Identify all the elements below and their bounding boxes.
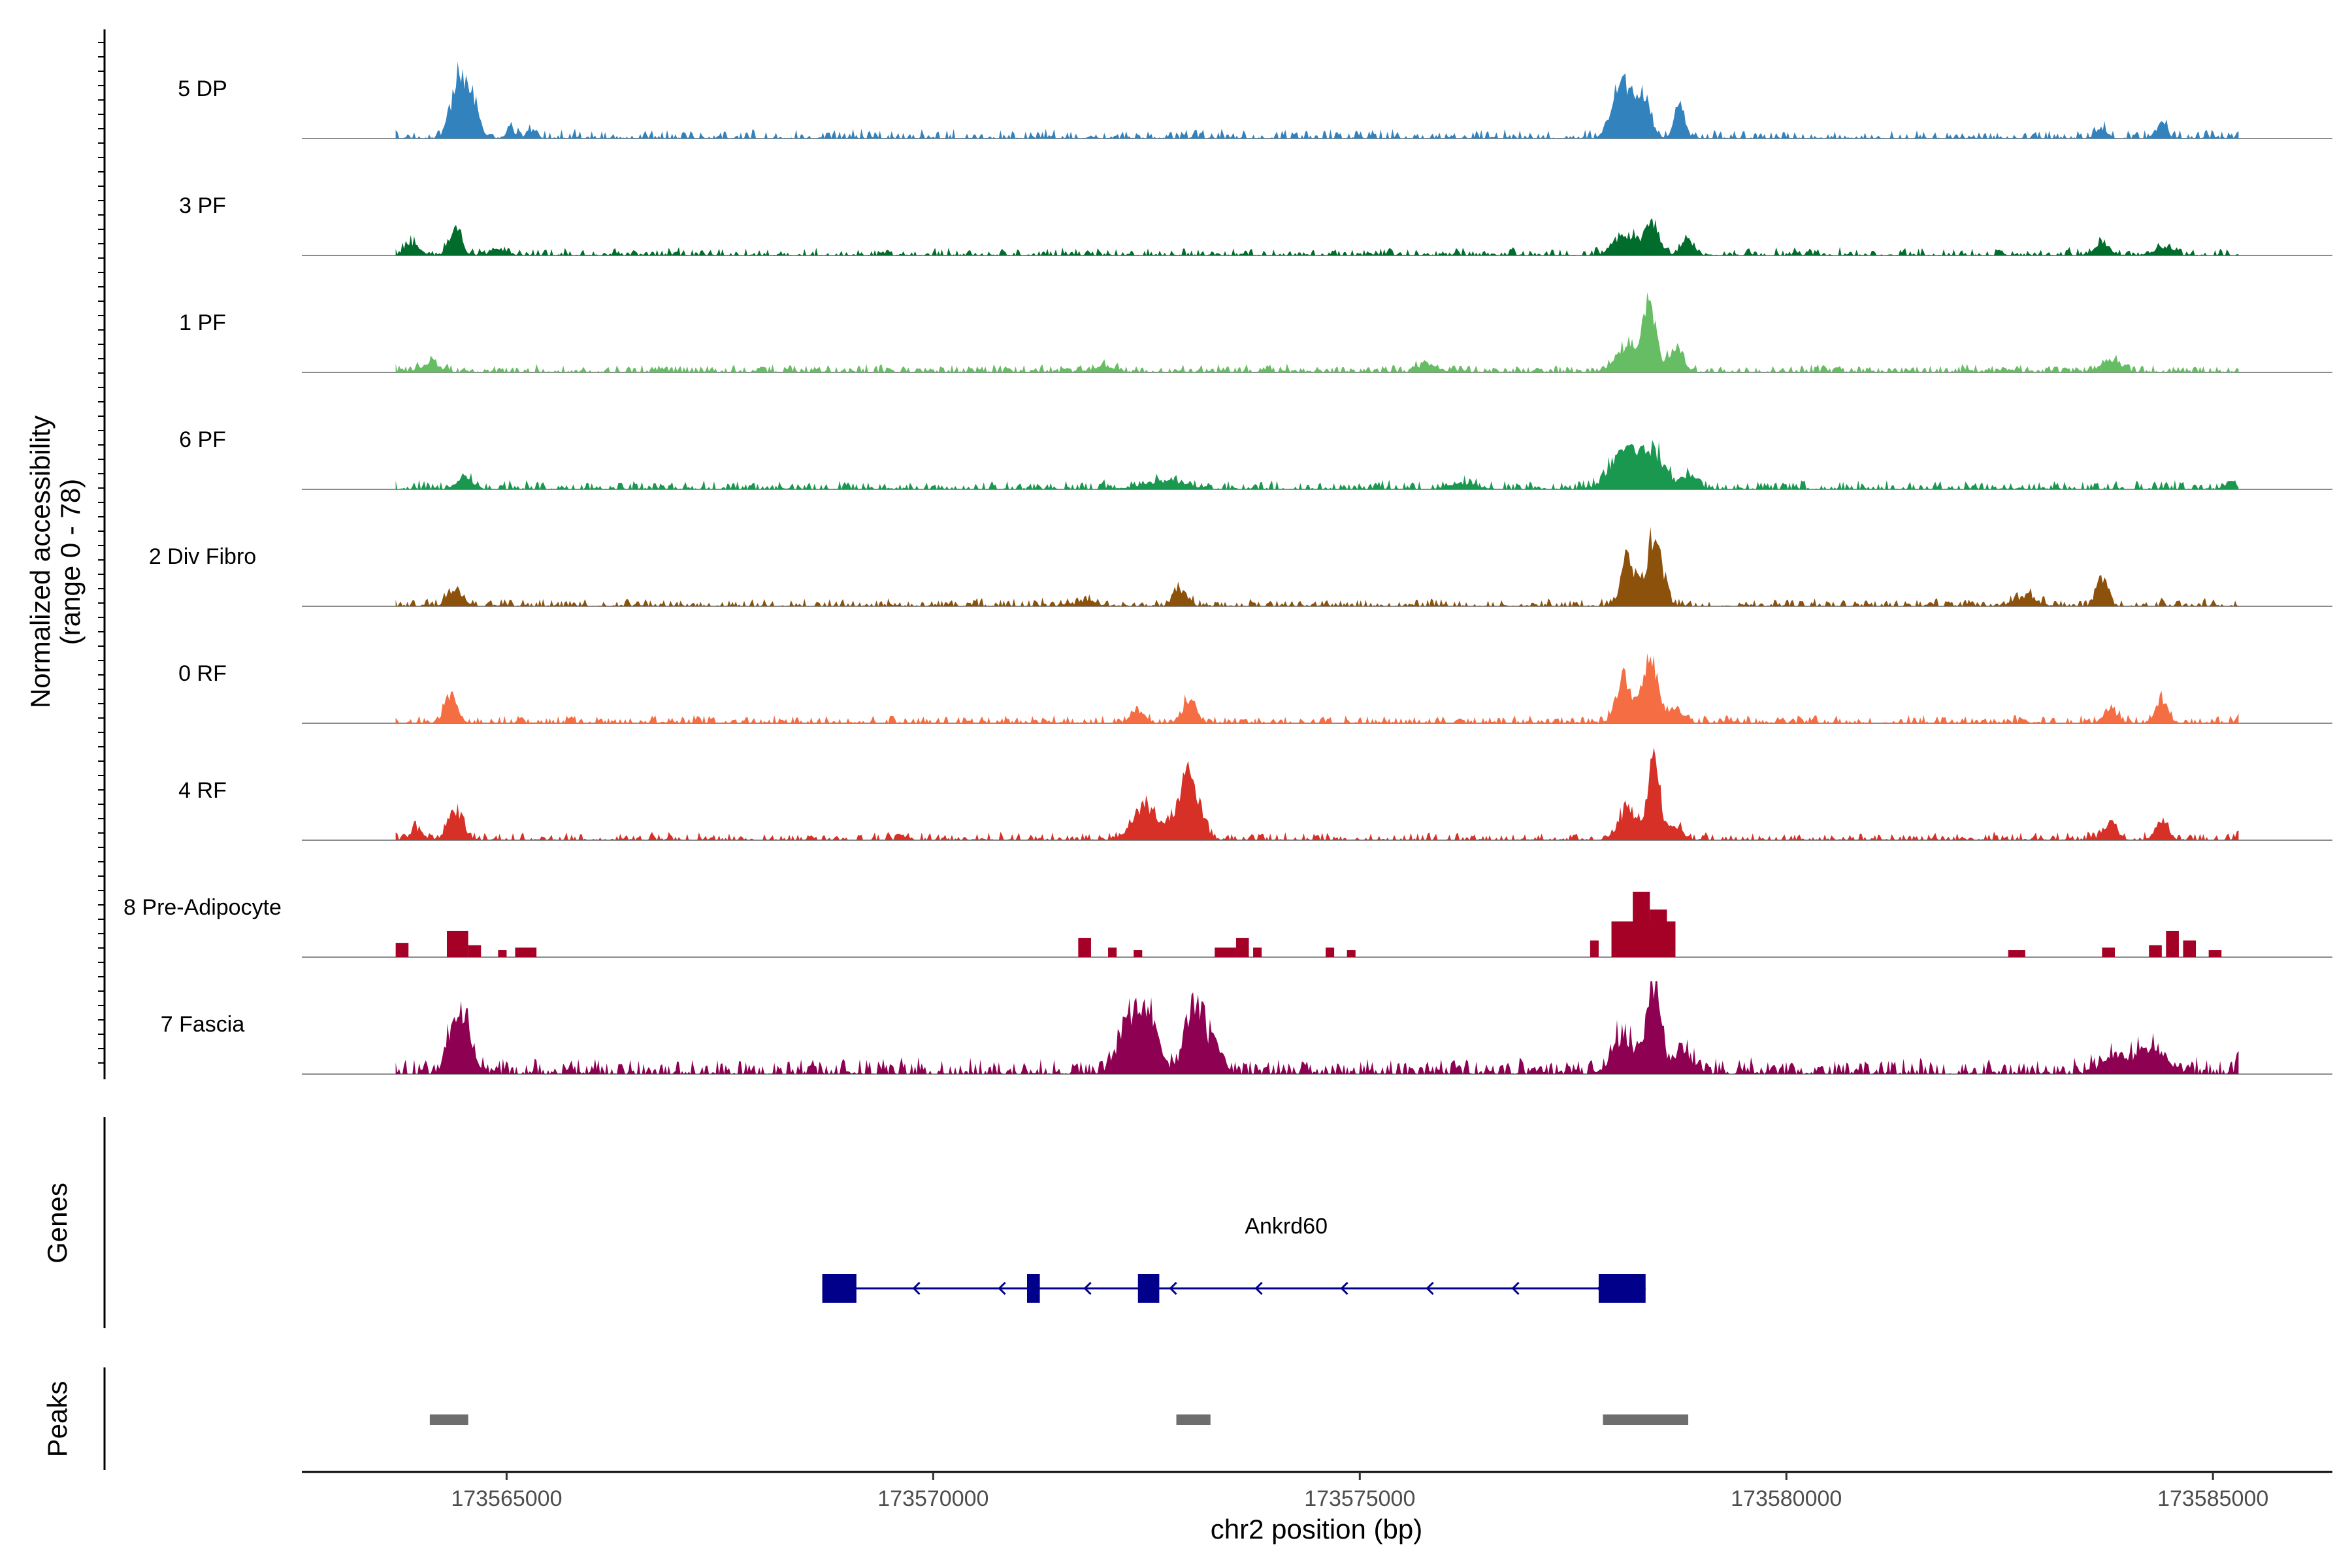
coverage-area [395,218,2239,255]
coverage-bar [1215,947,1236,957]
track-5-dp: 5 DP [178,61,2332,139]
track-3-pf: 3 PF [179,193,2332,256]
coverage-bar [1633,891,1650,957]
track-0-rf: 0 RF [178,653,2332,724]
coverage-bar [2208,950,2222,957]
track-label: 1 PF [179,310,226,335]
peak-region [1603,1414,1689,1425]
x-tick-label: 173575000 [1304,1486,1415,1511]
coverage-bar [1078,938,1091,957]
strand-arrow [1083,1281,1092,1296]
genes-axis-title: Genes [42,1183,73,1264]
coverage-area [395,440,2239,489]
coverage-area [395,981,2239,1074]
track-8-pre-adipocyte: 8 Pre-Adipocyte [123,891,2332,958]
coverage-bar [395,943,409,957]
coverage-area [395,747,2239,840]
coverage-bar [447,930,468,957]
coverage-bar [468,945,482,957]
strand-arrow [912,1281,921,1296]
gene-exon [1137,1274,1160,1303]
peak-region [429,1414,468,1425]
strand-arrow [1254,1281,1263,1296]
peaks-panel: Peaks [42,1367,1689,1470]
strand-arrow [1340,1281,1348,1296]
track-label: 7 Fascia [161,1012,245,1037]
coverage-area [395,61,2239,139]
coverage-bar [515,947,537,957]
track-label: 8 Pre-Adipocyte [123,895,282,920]
gene-ankrd60: Ankrd60 [822,1214,1646,1303]
track-label: 0 RF [178,661,227,686]
strand-arrow [1169,1281,1177,1296]
gene-exon [1598,1274,1646,1303]
y-axis-title-line1: Normalized accessibility [25,416,56,708]
peaks-axis-title: Peaks [42,1381,73,1458]
coverage-bar [2149,945,2162,957]
coverage-bar [1590,940,1599,957]
strand-arrow [1511,1281,1520,1296]
gene-exon [822,1274,857,1303]
coverage-bar [1347,950,1356,957]
gene-models: Ankrd60 [822,1214,1646,1303]
strand-arrow [1426,1281,1434,1296]
track-label: 5 DP [178,76,227,101]
coverage-bar [1253,947,1262,957]
track-label: 3 PF [179,193,226,218]
peak-region [1176,1414,1211,1425]
coverage-bar [1134,950,1143,957]
coverage-bar [1108,947,1117,957]
coverage-area [395,292,2239,372]
x-axis-title: chr2 position (bp) [1211,1514,1423,1544]
genes-panel: Genes Ankrd60 [42,1117,1646,1328]
coverage-bar [1650,909,1667,957]
coverage-area [395,527,2239,606]
track-label: 4 RF [178,778,227,803]
track-2-div-fibro: 2 Div Fibro [149,527,2332,607]
track-7-fascia: 7 Fascia [161,981,2332,1075]
coverage-bar [498,950,507,957]
peak-regions [429,1414,1689,1425]
y-axis-title: Normalized accessibility (range 0 - 78) [25,416,86,708]
coverage-bar [2102,947,2115,957]
track-label: 2 Div Fibro [149,544,256,569]
track-label: 6 PF [179,427,226,452]
coverage-bar [2183,940,2197,957]
coverage-bar [1326,947,1335,957]
x-ticks: 173565000 173570000 173575000 173580000 1735… [451,1472,2268,1511]
x-tick-label: 173585000 [2157,1486,2268,1511]
gene-label: Ankrd60 [1245,1214,1328,1239]
x-tick-label: 173580000 [1731,1486,1842,1511]
coverage-bar [2008,950,2025,957]
coverage-bar [1235,938,1249,957]
coverage-area [395,653,2239,723]
coverage-axis [98,29,106,1079]
track-6-pf: 6 PF [179,427,2332,490]
y-axis-title-line2: (range 0 - 78) [55,479,86,645]
track-1-pf: 1 PF [179,292,2332,373]
x-tick-label: 173570000 [877,1486,988,1511]
coverage-bar [2166,930,2179,957]
gene-exon [1027,1274,1040,1303]
track-4-rf: 4 RF [178,747,2332,841]
x-axis: 173565000 173570000 173575000 173580000 1735… [302,1471,2332,1544]
coverage-tracks: 5 DP 3 PF 1 PF 6 PF 2 Div Fibro 0 RF 4 RF 8 Pre… [123,61,2332,1075]
strand-arrow [998,1281,1006,1296]
x-tick-label: 173565000 [451,1486,562,1511]
